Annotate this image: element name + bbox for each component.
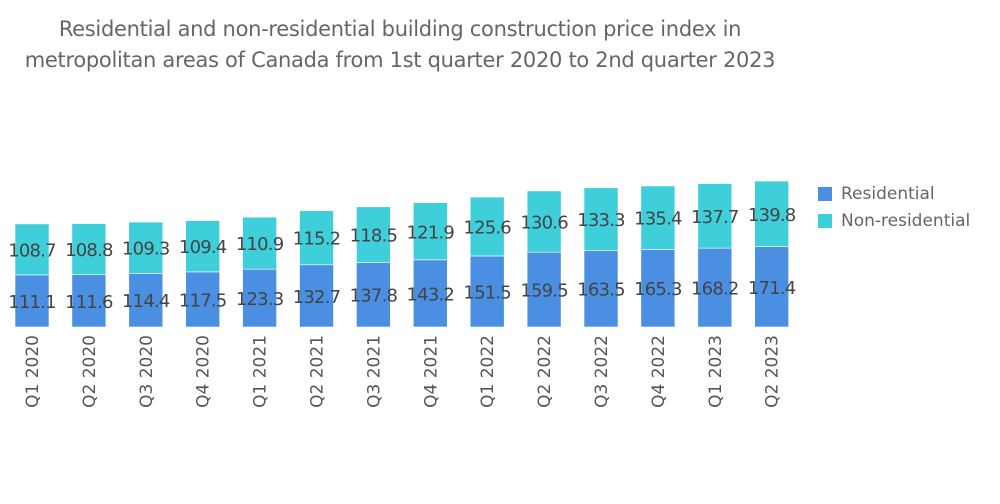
legend-item-non-residential[interactable]: Non-residential: [818, 207, 970, 234]
chart-title-line-2: metropolitan areas of Canada from 1st qu…: [24, 48, 776, 72]
data-label-non-residential-q4-2020: 109.4: [179, 237, 227, 258]
legend-label-residential: Residential: [841, 183, 935, 204]
bar-non-residential-q2-2020[interactable]: [71, 223, 107, 275]
x-tick-label-q1-2021: Q1 2021: [251, 335, 271, 408]
data-label-residential-q3-2021: 137.8: [350, 286, 398, 307]
bar-non-residential-q1-2023[interactable]: [697, 183, 733, 249]
bar-non-residential-q1-2020[interactable]: [14, 223, 50, 276]
data-label-non-residential-q1-2021: 110.9: [236, 234, 284, 255]
x-tick-label-q1-2023: Q1 2023: [706, 335, 726, 408]
x-tick-label-q3-2020: Q3 2020: [137, 335, 157, 408]
data-label-residential-q2-2020: 111.6: [65, 292, 113, 313]
bar-non-residential-q2-2022[interactable]: [526, 190, 562, 253]
data-label-non-residential-q1-2020: 108.7: [8, 240, 56, 261]
bar-non-residential-q4-2021[interactable]: [412, 202, 448, 261]
data-label-residential-q3-2022: 163.5: [577, 280, 625, 301]
data-label-non-residential-q3-2022: 133.3: [577, 210, 625, 231]
data-label-residential-q2-2023: 171.4: [748, 278, 796, 299]
data-label-residential-q2-2021: 132.7: [293, 287, 341, 308]
bar-residential-q4-2022[interactable]: [640, 249, 676, 328]
data-label-residential-q4-2021: 143.2: [407, 284, 455, 305]
data-label-non-residential-q2-2021: 115.2: [293, 229, 341, 250]
bar-non-residential-q2-2023[interactable]: [754, 180, 790, 247]
legend-label-non-residential: Non-residential: [841, 210, 971, 231]
data-label-residential-q3-2020: 114.4: [122, 291, 170, 312]
x-tick-label-q2-2021: Q2 2021: [308, 335, 328, 408]
bar-residential-q1-2020[interactable]: [14, 274, 50, 328]
data-label-non-residential-q1-2022: 125.6: [463, 217, 511, 238]
bar-non-residential-q3-2020[interactable]: [128, 221, 164, 274]
x-tick-label-q2-2023: Q2 2023: [763, 335, 783, 408]
bar-residential-q1-2022[interactable]: [469, 255, 505, 328]
bar-residential-q2-2022[interactable]: [526, 251, 562, 328]
chart-title-line-1: Residential and non-residential building…: [58, 17, 742, 41]
bar-non-residential-q3-2022[interactable]: [583, 187, 619, 251]
data-label-residential-q1-2022: 151.5: [463, 282, 511, 303]
data-label-residential-q1-2023: 168.2: [691, 279, 739, 300]
data-label-non-residential-q4-2022: 135.4: [634, 209, 682, 230]
data-label-residential-q2-2022: 159.5: [520, 281, 568, 302]
x-tick-label-q4-2021: Q4 2021: [421, 335, 441, 408]
bar-residential-q3-2020[interactable]: [128, 273, 164, 328]
bar-non-residential-q4-2020[interactable]: [185, 220, 220, 273]
data-label-residential-q4-2020: 117.5: [179, 290, 227, 311]
x-tick-label-q2-2020: Q2 2020: [80, 335, 100, 408]
data-label-residential-q1-2021: 123.3: [236, 289, 284, 310]
bar-non-residential-q1-2022[interactable]: [469, 196, 505, 257]
bar-residential-q3-2021[interactable]: [356, 262, 391, 328]
bar-residential-q4-2020[interactable]: [185, 271, 220, 328]
bar-non-residential-q4-2022[interactable]: [640, 185, 676, 250]
bar-residential-q4-2021[interactable]: [412, 259, 448, 328]
bar-residential-q2-2021[interactable]: [299, 264, 334, 328]
bar-residential-q3-2022[interactable]: [583, 250, 619, 328]
data-label-non-residential-q2-2022: 130.6: [520, 213, 568, 234]
bar-residential-q2-2020[interactable]: [71, 274, 107, 328]
bar-non-residential-q1-2021[interactable]: [242, 216, 277, 270]
x-tick-label-q3-2022: Q3 2022: [592, 335, 612, 408]
legend: Residential Non-residential: [818, 180, 970, 234]
data-label-non-residential-q2-2020: 108.8: [65, 240, 113, 261]
x-tick-label-q2-2022: Q2 2022: [535, 335, 555, 408]
bar-non-residential-q3-2021[interactable]: [356, 206, 391, 263]
data-label-non-residential-q2-2023: 139.8: [748, 205, 796, 226]
bar-residential-q1-2023[interactable]: [697, 247, 733, 328]
data-label-non-residential-q3-2021: 118.5: [350, 226, 398, 247]
x-tick-label-q1-2022: Q1 2022: [478, 335, 498, 408]
data-label-residential-q1-2020: 111.1: [8, 292, 56, 313]
data-label-non-residential-q3-2020: 109.3: [122, 239, 170, 260]
bar-residential-q1-2021[interactable]: [242, 268, 277, 328]
x-tick-label-q4-2022: Q4 2022: [649, 335, 669, 408]
bar-non-residential-q2-2021[interactable]: [299, 210, 334, 266]
chart-title: Residential and non-residential building…: [0, 14, 800, 76]
x-tick-label-q3-2021: Q3 2021: [364, 335, 384, 408]
data-label-residential-q4-2022: 165.3: [634, 279, 682, 300]
data-label-non-residential-q1-2023: 137.7: [691, 207, 739, 228]
data-label-non-residential-q4-2021: 121.9: [407, 222, 455, 243]
x-tick-label-q1-2020: Q1 2020: [23, 335, 43, 408]
legend-swatch-non-residential: [818, 213, 832, 228]
x-tick-label-q4-2020: Q4 2020: [194, 335, 214, 408]
legend-item-residential[interactable]: Residential: [818, 180, 970, 207]
legend-swatch-residential: [818, 186, 832, 201]
